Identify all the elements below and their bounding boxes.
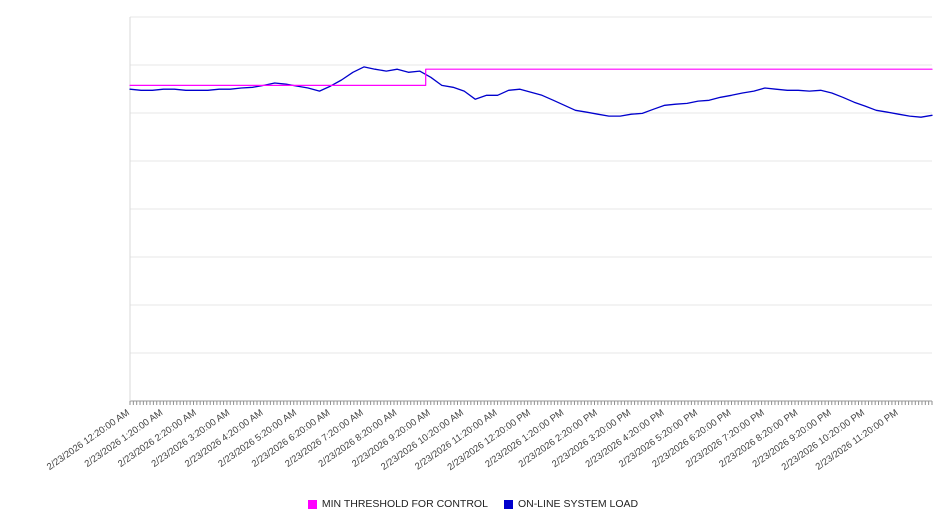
legend-swatch-system-load-icon <box>503 499 513 509</box>
chart-svg: 2/23/2026 12:20:00 AM2/23/2026 1:20:00 A… <box>45 16 933 473</box>
legend-item-system-load[interactable]: ON-LINE SYSTEM LOAD <box>503 498 639 510</box>
legend-item-min-threshold[interactable]: MIN THRESHOLD FOR CONTROL <box>307 498 488 510</box>
legend-label-system-load: ON-LINE SYSTEM LOAD <box>517 498 639 510</box>
legend-swatch-min-threshold-icon <box>307 499 317 509</box>
chart-legend: MIN THRESHOLD FOR CONTROL ON-LINE SYSTEM… <box>0 498 946 510</box>
legend-label-min-threshold: MIN THRESHOLD FOR CONTROL <box>321 498 488 510</box>
